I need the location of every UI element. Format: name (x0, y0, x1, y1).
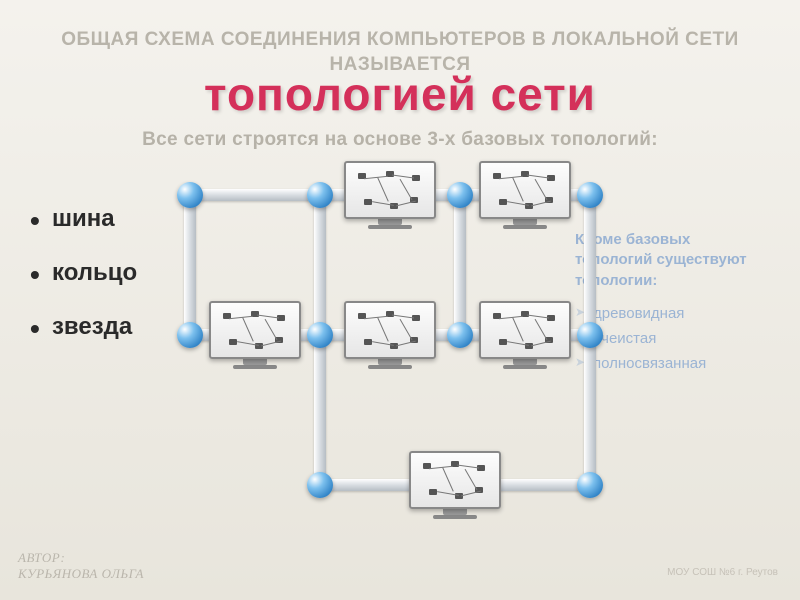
extra-heading: Кроме базовых топологий существуют топол… (575, 230, 770, 291)
node-icon (577, 322, 603, 348)
extra-item: древовидная (575, 305, 770, 322)
pipe (184, 189, 196, 341)
node-icon (577, 182, 603, 208)
title-small: ОБЩАЯ СХЕМА СОЕДИНЕНИЯ КОМПЬЮТЕРОВ В ЛОК… (0, 0, 800, 77)
node-icon (447, 182, 473, 208)
monitor-icon (344, 161, 436, 229)
extra-item: ячеистая (575, 330, 770, 347)
list-item: кольцо (30, 259, 137, 287)
footer-right: МОУ СОШ №6 г. Реутов (667, 567, 778, 578)
author-name: КУРЬЯНОВА ОЛЬГА (18, 566, 144, 582)
pipe (454, 189, 466, 341)
subtitle: Все сети строятся на основе 3-х базовых … (0, 129, 800, 151)
node-icon (177, 322, 203, 348)
monitor-icon (209, 301, 301, 369)
author-block: АВТОР: КУРЬЯНОВА ОЛЬГА (18, 550, 144, 582)
monitor-icon (479, 301, 571, 369)
node-icon (307, 322, 333, 348)
list-item: звезда (30, 313, 137, 341)
node-icon (447, 322, 473, 348)
list-item: шина (30, 205, 137, 233)
monitor-icon (344, 301, 436, 369)
extra-topology-block: Кроме базовых топологий существуют топол… (575, 230, 770, 380)
node-icon (307, 472, 333, 498)
monitor-icon (409, 451, 501, 519)
network-diagram (190, 165, 590, 515)
title-big: топологией сети (0, 67, 800, 121)
monitor-icon (479, 161, 571, 229)
author-label: АВТОР: (18, 550, 144, 566)
node-icon (177, 182, 203, 208)
basic-topology-list: шина кольцо звезда (30, 205, 137, 367)
node-icon (577, 472, 603, 498)
node-icon (307, 182, 333, 208)
slide: ОБЩАЯ СХЕМА СОЕДИНЕНИЯ КОМПЬЮТЕРОВ В ЛОК… (0, 0, 800, 600)
extra-item: полносвязанная (575, 355, 770, 372)
